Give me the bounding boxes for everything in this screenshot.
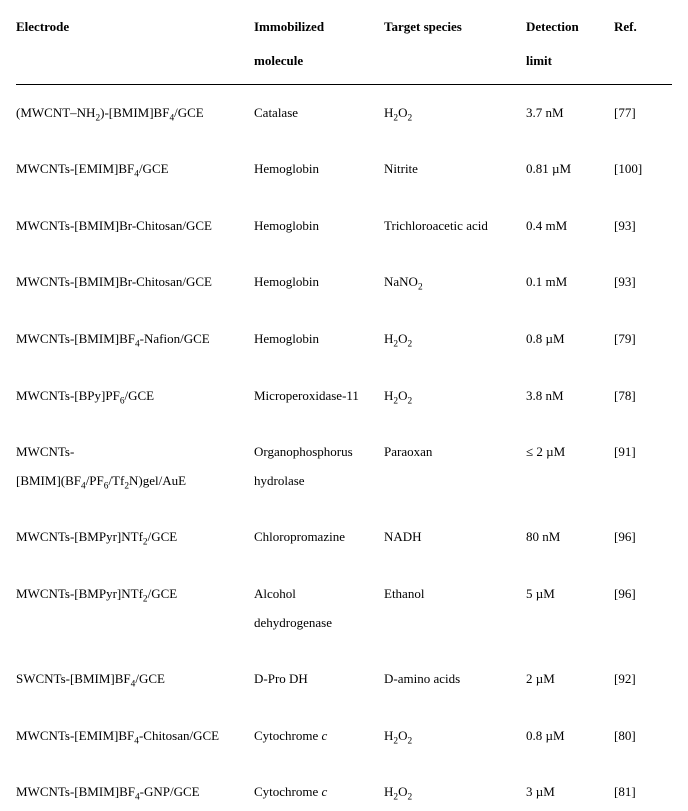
cell-molecule: Cytochrome c xyxy=(254,708,384,765)
col-header-molecule: Immobilized molecule xyxy=(254,6,384,84)
cell-molecule: Catalase xyxy=(254,84,384,141)
cell-electrode: MWCNTs-[BMIM]BF4-GNP/GCE xyxy=(16,764,254,811)
table-row: MWCNTs-[BMIM]BF4-GNP/GCECytochrome cH2O2… xyxy=(16,764,672,811)
cell-target: H2O2 xyxy=(384,84,526,141)
cell-target: H2O2 xyxy=(384,764,526,811)
cell-electrode: MWCNTs-[BMIM]Br-Chitosan/GCE xyxy=(16,254,254,311)
cell-target: Paraoxan xyxy=(384,424,526,509)
table-row: MWCNTs-[BMIM]Br-Chitosan/GCEHemoglobinTr… xyxy=(16,198,672,255)
cell-target: H2O2 xyxy=(384,368,526,425)
cell-electrode: MWCNTs-[BMPyr]NTf2/GCE xyxy=(16,566,254,651)
cell-molecule: Organophosphorushydrolase xyxy=(254,424,384,509)
cell-electrode: (MWCNT–NH2)-[BMIM]BF4/GCE xyxy=(16,84,254,141)
col-header-ref: Ref. xyxy=(614,6,672,84)
cell-ref: [78] xyxy=(614,368,672,425)
col-header-target: Target species xyxy=(384,6,526,84)
cell-detection-limit: 3 µM xyxy=(526,764,614,811)
cell-molecule: Hemoglobin xyxy=(254,311,384,368)
cell-ref: [93] xyxy=(614,198,672,255)
cell-detection-limit: 0.81 µM xyxy=(526,141,614,198)
cell-electrode: MWCNTs-[BPy]PF6/GCE xyxy=(16,368,254,425)
table-row: MWCNTs-[BMPyr]NTf2/GCEChloropromazineNAD… xyxy=(16,509,672,566)
cell-target: D-amino acids xyxy=(384,651,526,708)
cell-detection-limit: 0.8 µM xyxy=(526,708,614,765)
table-body: (MWCNT–NH2)-[BMIM]BF4/GCECatalaseH2O23.7… xyxy=(16,84,672,811)
cell-ref: [96] xyxy=(614,566,672,651)
cell-ref: [80] xyxy=(614,708,672,765)
cell-detection-limit: 2 µM xyxy=(526,651,614,708)
cell-ref: [92] xyxy=(614,651,672,708)
cell-electrode: MWCNTs-[BMPyr]NTf2/GCE xyxy=(16,509,254,566)
cell-electrode: MWCNTs-[EMIM]BF4/GCE xyxy=(16,141,254,198)
cell-ref: [77] xyxy=(614,84,672,141)
col-header-limit: Detection limit xyxy=(526,6,614,84)
cell-electrode: MWCNTs-[BMIM](BF4/PF6/Tf2N)gel/AuE xyxy=(16,424,254,509)
cell-ref: [91] xyxy=(614,424,672,509)
cell-target: Ethanol xyxy=(384,566,526,651)
cell-target: NADH xyxy=(384,509,526,566)
table-row: MWCNTs-[BMIM]Br-Chitosan/GCEHemoglobinNa… xyxy=(16,254,672,311)
cell-detection-limit: 80 nM xyxy=(526,509,614,566)
cell-target: Trichloroacetic acid xyxy=(384,198,526,255)
table-row: MWCNTs-[BMPyr]NTf2/GCEAlcoholdehydrogena… xyxy=(16,566,672,651)
col-header-electrode: Electrode xyxy=(16,6,254,84)
cell-detection-limit: 0.1 mM xyxy=(526,254,614,311)
cell-detection-limit: 0.8 µM xyxy=(526,311,614,368)
cell-molecule: Chloropromazine xyxy=(254,509,384,566)
cell-detection-limit: 0.4 mM xyxy=(526,198,614,255)
table-row: MWCNTs-[BMIM]BF4-Nafion/GCEHemoglobinH2O… xyxy=(16,311,672,368)
cell-ref: [96] xyxy=(614,509,672,566)
cell-detection-limit: 3.7 nM xyxy=(526,84,614,141)
cell-ref: [79] xyxy=(614,311,672,368)
table-row: MWCNTs-[BPy]PF6/GCEMicroperoxidase-11H2O… xyxy=(16,368,672,425)
cell-molecule: D-Pro DH xyxy=(254,651,384,708)
cell-electrode: MWCNTs-[BMIM]Br-Chitosan/GCE xyxy=(16,198,254,255)
table-header-row: Electrode Immobilized molecule Target sp… xyxy=(16,6,672,84)
cell-molecule: Cytochrome c xyxy=(254,764,384,811)
cell-molecule: Microperoxidase-11 xyxy=(254,368,384,425)
cell-molecule: Hemoglobin xyxy=(254,254,384,311)
table-row: (MWCNT–NH2)-[BMIM]BF4/GCECatalaseH2O23.7… xyxy=(16,84,672,141)
cell-target: NaNO2 xyxy=(384,254,526,311)
cell-ref: [100] xyxy=(614,141,672,198)
cell-target: H2O2 xyxy=(384,708,526,765)
cell-target: H2O2 xyxy=(384,311,526,368)
table-row: MWCNTs-[EMIM]BF4-Chitosan/GCECytochrome … xyxy=(16,708,672,765)
table-row: SWCNTs-[BMIM]BF4/GCED-Pro DHD-amino acid… xyxy=(16,651,672,708)
cell-detection-limit: ≤ 2 µM xyxy=(526,424,614,509)
cell-target: Nitrite xyxy=(384,141,526,198)
cell-molecule: Hemoglobin xyxy=(254,198,384,255)
cell-detection-limit: 5 µM xyxy=(526,566,614,651)
cell-ref: [93] xyxy=(614,254,672,311)
cell-electrode: MWCNTs-[EMIM]BF4-Chitosan/GCE xyxy=(16,708,254,765)
table-row: MWCNTs-[EMIM]BF4/GCEHemoglobinNitrite0.8… xyxy=(16,141,672,198)
cell-electrode: MWCNTs-[BMIM]BF4-Nafion/GCE xyxy=(16,311,254,368)
cell-ref: [81] xyxy=(614,764,672,811)
cell-molecule: Alcoholdehydrogenase xyxy=(254,566,384,651)
cell-electrode: SWCNTs-[BMIM]BF4/GCE xyxy=(16,651,254,708)
cell-molecule: Hemoglobin xyxy=(254,141,384,198)
biosensor-table: Electrode Immobilized molecule Target sp… xyxy=(16,6,672,811)
table-row: MWCNTs-[BMIM](BF4/PF6/Tf2N)gel/AuEOrgano… xyxy=(16,424,672,509)
cell-detection-limit: 3.8 nM xyxy=(526,368,614,425)
